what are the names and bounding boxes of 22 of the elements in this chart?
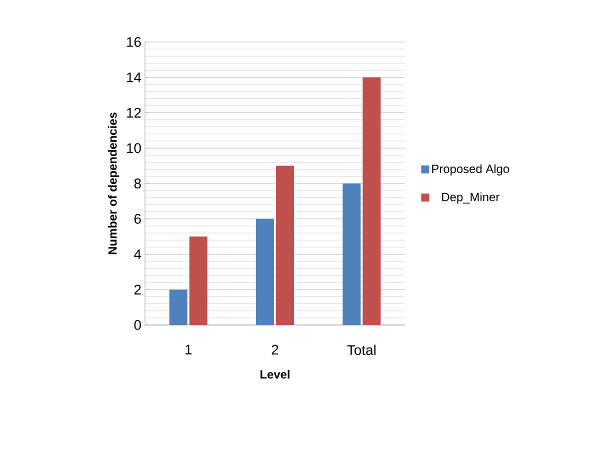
y-tick-label: 14 (127, 72, 142, 82)
bar (169, 290, 188, 325)
x-tick-label: Total (347, 344, 376, 356)
legend-label: Proposed Algo (432, 164, 510, 176)
bar (362, 77, 381, 325)
y-tick-label: 16 (127, 37, 141, 47)
bar (342, 183, 361, 325)
bar (256, 218, 274, 325)
y-tick-label: 4 (134, 249, 142, 260)
y-tick-label: 10 (127, 143, 141, 154)
x-axis-title: Level (260, 370, 290, 379)
x-tick-label: 1 (186, 344, 192, 354)
y-tick-label: 0 (134, 320, 141, 330)
bar (189, 236, 208, 325)
bar (276, 166, 294, 325)
x-tick-label: 2 (272, 344, 278, 354)
y-tick-label: 8 (134, 178, 141, 188)
y-tick-label: 6 (134, 214, 141, 224)
y-axis-title: Number of dependencies (108, 112, 120, 254)
y-tick-label: 2 (134, 284, 141, 294)
y-tick-label: 12 (127, 108, 141, 118)
legend-label: Dep_Miner (442, 192, 500, 204)
